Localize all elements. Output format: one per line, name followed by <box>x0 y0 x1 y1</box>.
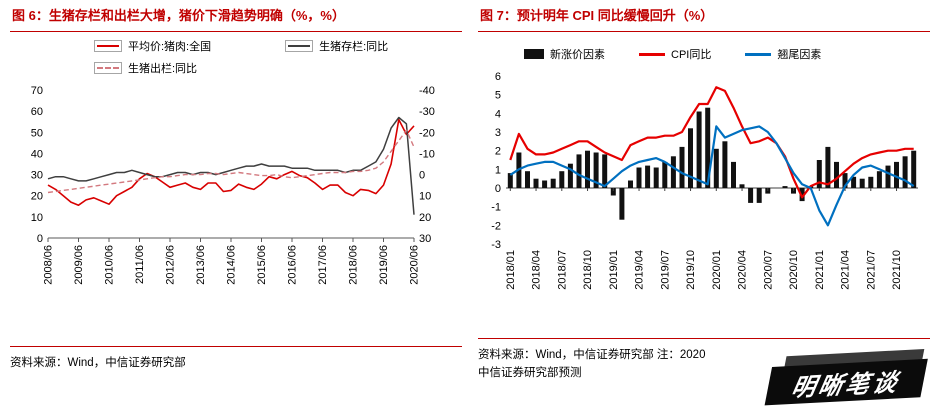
svg-text:20: 20 <box>31 191 43 203</box>
svg-text:2020/06: 2020/06 <box>409 245 421 285</box>
svg-text:2011/06: 2011/06 <box>134 245 146 284</box>
legend-item-pork-price: 平均价:猪肉:全国 <box>94 38 211 54</box>
svg-text:60: 60 <box>31 106 43 118</box>
svg-text:2021/07: 2021/07 <box>865 250 877 290</box>
svg-text:2013/06: 2013/06 <box>195 245 207 285</box>
svg-text:2019/10: 2019/10 <box>685 250 697 290</box>
svg-text:40: 40 <box>31 148 43 160</box>
svg-text:4: 4 <box>495 108 501 120</box>
svg-text:2014/06: 2014/06 <box>226 245 238 285</box>
svg-text:0: 0 <box>37 233 43 245</box>
legend-label: CPI同比 <box>671 49 712 61</box>
svg-text:2019/06: 2019/06 <box>378 245 390 285</box>
svg-text:2019/07: 2019/07 <box>659 250 671 290</box>
svg-text:2020/01: 2020/01 <box>711 250 723 290</box>
legend-label: 生猪存栏:同比 <box>319 41 389 53</box>
figure-6-title: 图 6：生猪存栏和出栏大增，猪价下滑趋势明确（%，%） <box>10 6 462 32</box>
legend-label: 生猪出栏:同比 <box>128 63 198 75</box>
svg-text:-2: -2 <box>491 220 501 232</box>
figure-7-source: 资料来源：Wind，中信证券研究部 注：2020 中信证券研究部预测 <box>478 338 930 383</box>
cpi-decomposition-chart: 6 5 4 3 2 1 0 -1 -2 -3 2018/01 2018/04 2018/07 2018/1… <box>491 71 918 290</box>
legend-item-carryover-factor: 翘尾因素 <box>745 46 821 62</box>
dashed-line-swatch-icon <box>94 62 122 74</box>
figure-7-panel: 图 7：预计明年 CPI 同比缓慢回升（%） 新涨价因素 CPI同比 翘尾因素 … <box>478 6 930 383</box>
legend-item-cpi-yoy: CPI同比 <box>639 46 711 62</box>
legend-item-new-price-factor: 新涨价因素 <box>524 46 605 62</box>
svg-text:6: 6 <box>495 71 501 83</box>
svg-text:2009/06: 2009/06 <box>73 245 85 285</box>
svg-text:2018/07: 2018/07 <box>556 250 568 290</box>
svg-text:2010/06: 2010/06 <box>104 245 116 285</box>
figure-6-source: 资料来源：Wind，中信证券研究部 <box>10 346 462 373</box>
svg-text:2018/04: 2018/04 <box>531 250 543 290</box>
figure-7-title: 图 7：预计明年 CPI 同比缓慢回升（%） <box>478 6 930 32</box>
svg-text:2016/06: 2016/06 <box>287 245 299 285</box>
figure-6-legend: 平均价:猪肉:全国 生猪存栏:同比 生猪出栏:同比 <box>10 38 462 76</box>
legend-item-hog-inventory: 生猪存栏:同比 <box>285 38 388 54</box>
svg-text:-40: -40 <box>419 85 435 97</box>
svg-text:-10: -10 <box>419 148 435 160</box>
figure-6-chart-area: 70 60 50 40 30 20 10 0 -40 -30 -20 -10 0 10 20 30 2008/0… <box>10 80 462 296</box>
svg-text:5: 5 <box>495 90 501 102</box>
line-swatch-icon <box>745 52 772 56</box>
svg-text:0: 0 <box>419 170 425 182</box>
svg-text:-3: -3 <box>491 239 501 251</box>
hog-price-inventory-chart: 70 60 50 40 30 20 10 0 -40 -30 -20 -10 0 10 20 30 2008/0… <box>31 85 435 285</box>
svg-text:2021/01: 2021/01 <box>814 250 826 290</box>
svg-text:10: 10 <box>31 212 43 224</box>
legend-label: 新涨价因素 <box>550 49 605 61</box>
svg-text:2018/06: 2018/06 <box>348 245 360 285</box>
svg-text:30: 30 <box>419 233 431 245</box>
legend-row-2: 生猪出栏:同比 <box>10 60 462 76</box>
svg-text:-30: -30 <box>419 106 435 118</box>
svg-text:10: 10 <box>419 191 431 203</box>
svg-text:50: 50 <box>31 127 43 139</box>
svg-text:2020/04: 2020/04 <box>737 250 749 290</box>
figure-7-chart-area: 6 5 4 3 2 1 0 -1 -2 -3 2018/01 2018/04 2018/07 2018/1… <box>478 66 930 298</box>
svg-text:2017/06: 2017/06 <box>317 245 329 285</box>
svg-text:1: 1 <box>495 164 501 176</box>
svg-text:3: 3 <box>495 127 501 139</box>
figure-6-panel: 图 6：生猪存栏和出栏大增，猪价下滑趋势明确（%，%） 平均价:猪肉:全国 生猪… <box>10 6 462 373</box>
svg-text:2021/04: 2021/04 <box>840 250 852 290</box>
svg-text:2020/07: 2020/07 <box>762 250 774 290</box>
svg-text:2019/01: 2019/01 <box>608 250 620 290</box>
svg-text:70: 70 <box>31 85 43 97</box>
svg-text:2018/01: 2018/01 <box>505 250 517 290</box>
svg-text:2: 2 <box>495 146 501 158</box>
svg-text:2021/10: 2021/10 <box>891 250 903 290</box>
svg-text:2008/06: 2008/06 <box>43 245 55 285</box>
line-swatch-icon <box>285 40 314 52</box>
svg-text:-20: -20 <box>419 127 435 139</box>
figure-7-legend: 新涨价因素 CPI同比 翘尾因素 <box>478 46 930 62</box>
svg-text:0: 0 <box>495 183 501 195</box>
svg-text:30: 30 <box>31 170 43 182</box>
figure-7-source-line1: 资料来源：Wind，中信证券研究部 注：2020 <box>478 349 706 361</box>
svg-text:2015/06: 2015/06 <box>256 245 268 285</box>
svg-text:20: 20 <box>419 212 431 224</box>
line-swatch-icon <box>639 52 665 56</box>
line-swatch-icon <box>94 40 122 52</box>
svg-text:2018/10: 2018/10 <box>582 250 594 290</box>
svg-text:2012/06: 2012/06 <box>165 245 177 285</box>
svg-text:2020/10: 2020/10 <box>788 250 800 290</box>
bar-swatch-icon <box>524 49 544 59</box>
legend-item-hog-slaughter: 生猪出栏:同比 <box>94 60 197 76</box>
figure-7-source-line2: 中信证券研究部预测 <box>478 366 582 379</box>
legend-label: 翘尾因素 <box>777 49 822 61</box>
legend-label: 平均价:猪肉:全国 <box>128 41 212 53</box>
svg-text:2019/04: 2019/04 <box>634 250 646 290</box>
legend-row-1: 平均价:猪肉:全国 生猪存栏:同比 <box>10 38 462 54</box>
svg-text:-1: -1 <box>491 202 501 214</box>
